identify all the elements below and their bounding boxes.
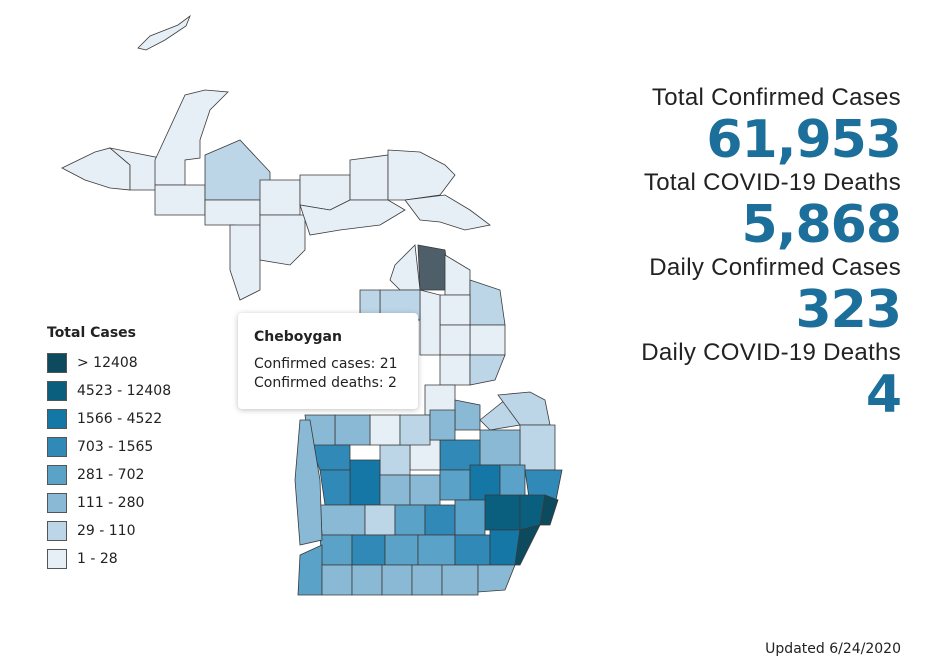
county[interactable] [369, 414, 401, 446]
county[interactable] [469, 354, 506, 386]
county[interactable] [389, 244, 421, 291]
county[interactable] [497, 391, 551, 426]
tooltip-county-name: Cheboygan [254, 329, 342, 345]
legend-row: 281 - 702 [47, 461, 207, 489]
county[interactable] [439, 469, 471, 501]
legend-row: 4523 - 12408 [47, 377, 207, 405]
county-tooltip: Cheboygan Confirmed cases: 21 Confirmed … [238, 313, 418, 409]
tooltip-confirmed-deaths: Confirmed deaths: 2 [254, 375, 397, 391]
county[interactable] [379, 474, 411, 506]
county[interactable] [519, 424, 556, 471]
county[interactable] [108, 147, 161, 191]
county[interactable] [321, 564, 353, 596]
legend-label: > 12408 [77, 355, 138, 371]
county[interactable] [399, 414, 431, 446]
county[interactable] [454, 399, 481, 431]
daily-deaths-label: Daily COVID-19 Deaths [641, 339, 901, 366]
county[interactable] [429, 409, 456, 441]
stats-panel: Total Confirmed Cases 61,953 Total COVID… [641, 84, 902, 425]
legend-swatch [47, 521, 67, 541]
county[interactable] [439, 294, 471, 326]
county[interactable] [404, 194, 491, 231]
county[interactable] [439, 354, 471, 386]
county[interactable] [294, 419, 323, 546]
county[interactable] [349, 154, 389, 201]
county[interactable] [319, 469, 351, 506]
county[interactable] [477, 564, 516, 593]
county[interactable] [419, 289, 441, 356]
county[interactable] [319, 504, 366, 536]
daily-deaths-value: 4 [865, 365, 902, 425]
county[interactable] [319, 534, 353, 566]
county[interactable] [351, 534, 386, 566]
legend-swatch [47, 465, 67, 485]
county[interactable] [424, 504, 456, 536]
county[interactable] [299, 199, 406, 236]
county[interactable] [334, 414, 371, 446]
county[interactable] [259, 179, 301, 216]
legend-swatch [47, 493, 67, 513]
county[interactable] [387, 149, 456, 201]
legend-swatch [47, 409, 67, 429]
legend-row: 29 - 110 [47, 517, 207, 545]
legend-swatch [47, 437, 67, 457]
county[interactable] [364, 504, 396, 536]
total-cases-label: Total Confirmed Cases [651, 84, 901, 111]
legend-row: 1566 - 4522 [47, 405, 207, 433]
county[interactable] [411, 564, 443, 596]
total-deaths-value: 5,868 [741, 195, 902, 255]
county[interactable] [484, 494, 521, 531]
tooltip-confirmed-cases: Confirmed cases: 21 [254, 356, 398, 372]
legend-row: 111 - 280 [47, 489, 207, 517]
county[interactable] [351, 564, 383, 596]
county[interactable] [379, 444, 411, 476]
map-svg [61, 14, 563, 596]
legend-label: 703 - 1565 [77, 439, 154, 455]
county[interactable] [409, 474, 441, 506]
legend-label: 111 - 280 [77, 495, 145, 511]
legend-label: 281 - 702 [77, 467, 145, 483]
legend-row: > 12408 [47, 349, 207, 377]
legend: Total Cases > 12408 4523 - 12408 1566 - … [47, 325, 207, 573]
county[interactable] [454, 499, 486, 536]
county[interactable] [444, 254, 471, 296]
county[interactable] [349, 459, 381, 506]
legend-swatch [47, 353, 67, 373]
legend-label: 1566 - 4522 [77, 411, 163, 427]
county[interactable] [297, 544, 323, 596]
daily-cases-label: Daily Confirmed Cases [649, 254, 901, 281]
legend-swatch [47, 381, 67, 401]
county[interactable] [454, 534, 491, 566]
county[interactable] [439, 324, 471, 356]
county[interactable] [381, 564, 413, 596]
county[interactable] [259, 214, 306, 266]
legend-label: 4523 - 12408 [77, 383, 172, 399]
county[interactable] [417, 534, 456, 566]
county[interactable] [469, 324, 506, 356]
county-layer [61, 14, 563, 596]
total-cases-value: 61,953 [706, 110, 902, 170]
updated-timestamp: Updated 6/24/2020 [765, 641, 901, 657]
legend-row: 703 - 1565 [47, 433, 207, 461]
county[interactable] [539, 494, 559, 526]
county[interactable] [384, 534, 419, 566]
county[interactable] [514, 524, 541, 566]
county[interactable] [229, 224, 261, 301]
legend-title: Total Cases [47, 325, 137, 341]
legend-row: 1 - 28 [47, 545, 207, 573]
daily-cases-value: 323 [795, 280, 902, 340]
michigan-choropleth-map [61, 14, 563, 596]
county[interactable] [137, 14, 191, 51]
total-deaths-label: Total COVID-19 Deaths [643, 169, 901, 196]
legend-label: 29 - 110 [77, 523, 136, 539]
county[interactable] [154, 184, 206, 216]
county[interactable] [479, 429, 521, 466]
county[interactable] [394, 504, 426, 536]
county[interactable] [469, 279, 506, 326]
county[interactable] [441, 564, 479, 596]
legend-swatch [47, 549, 67, 569]
legend-label: 1 - 28 [77, 551, 118, 567]
